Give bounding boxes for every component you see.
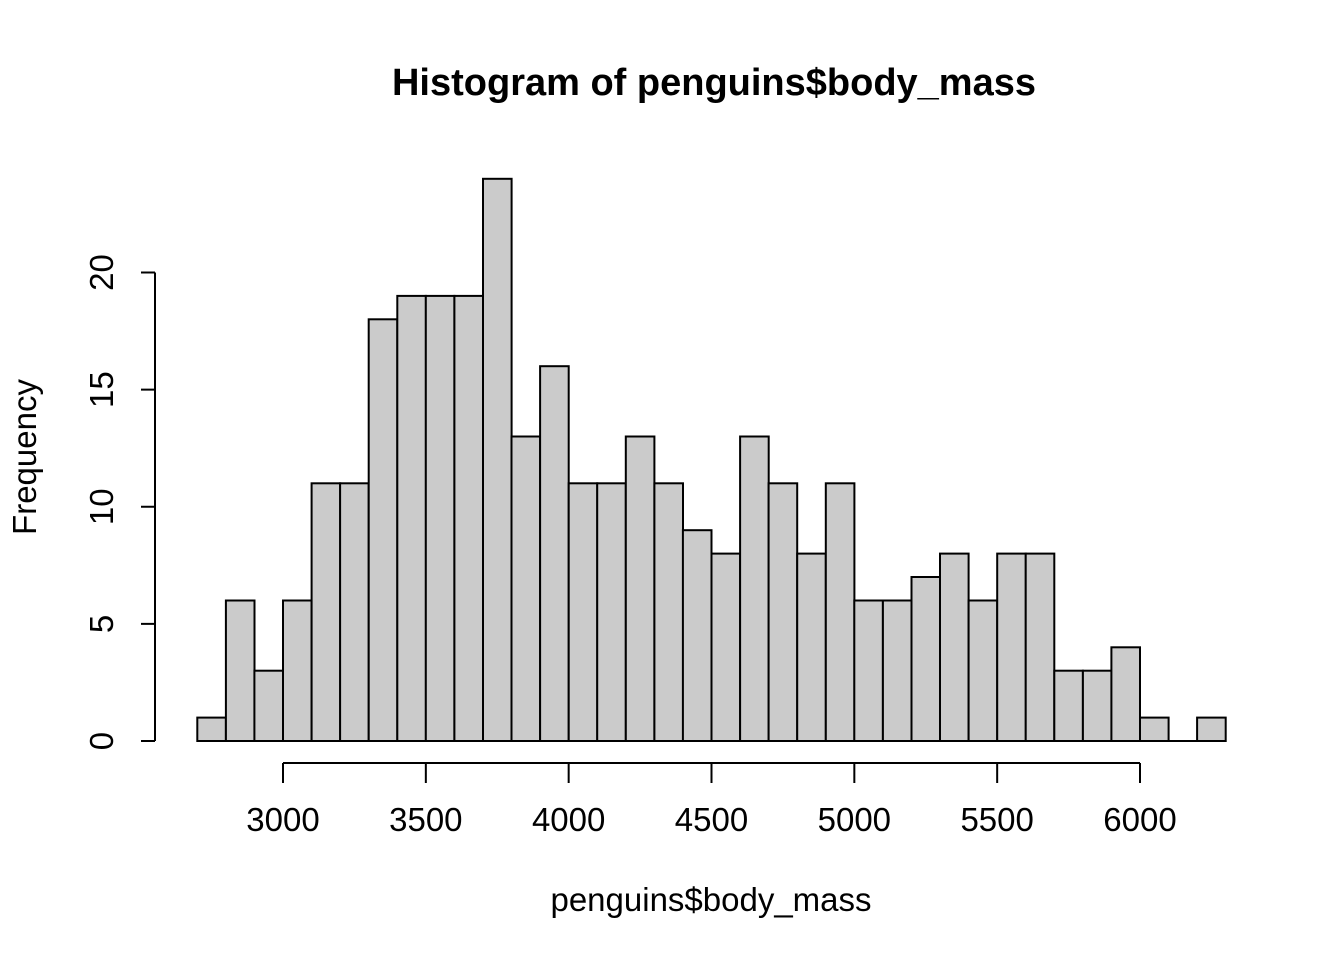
y-axis-label: Frequency [6, 379, 43, 535]
histogram-bar [681, 529, 713, 743]
histogram-bar [967, 599, 999, 742]
histogram-bar [939, 552, 970, 742]
histogram-bar [310, 482, 342, 742]
histogram-bar [910, 576, 942, 742]
histogram-bar [453, 294, 484, 742]
histogram-bar [224, 599, 256, 742]
histogram-bar [1196, 716, 1227, 742]
histogram-bar [881, 599, 913, 742]
chart-title: Histogram of penguins$body_mass [392, 62, 1036, 104]
histogram-bar [596, 482, 627, 742]
histogram-bar [1024, 552, 1056, 742]
x-axis: 3000 3500 4000 4500 5000 5500 6000 [246, 762, 1177, 838]
y-tick-label: 15 [83, 371, 120, 408]
histogram-bar [710, 552, 742, 742]
histogram-bar [1110, 646, 1142, 742]
histogram-bar [824, 482, 856, 742]
histogram-bar [510, 435, 542, 742]
histogram-bar [1053, 669, 1084, 743]
histogram-bar [282, 599, 313, 742]
y-axis: 0 5 10 15 20 [83, 254, 156, 750]
histogram-bar [482, 177, 513, 743]
histogram-bar [567, 482, 599, 742]
x-tick-label: 4000 [532, 801, 605, 838]
histogram-bar [624, 435, 656, 742]
histogram-bar [796, 552, 827, 742]
x-axis-label: penguins$body_mass [550, 881, 871, 918]
histogram-bar [424, 294, 456, 742]
bars-group [196, 177, 1227, 743]
x-tick-label: 6000 [1103, 801, 1176, 838]
x-tick-label: 4500 [675, 801, 748, 838]
y-tick-label: 20 [83, 254, 120, 291]
histogram-bar [653, 482, 685, 742]
histogram-bar [996, 552, 1027, 742]
histogram-bar [367, 318, 399, 742]
histogram-bar [196, 716, 227, 742]
x-tick-label: 5500 [960, 801, 1033, 838]
histogram-bar [1081, 669, 1113, 743]
histogram-bar [539, 365, 570, 742]
y-tick-label: 5 [83, 615, 120, 633]
x-tick-label: 5000 [818, 801, 891, 838]
x-tick-label: 3000 [246, 801, 319, 838]
histogram-bar [739, 435, 770, 742]
y-tick-label: 0 [83, 732, 120, 750]
y-tick-label: 10 [83, 488, 120, 525]
histogram-bar [1139, 716, 1170, 742]
histogram-bar [853, 599, 884, 742]
histogram-bar [253, 669, 284, 743]
x-tick-label: 3500 [389, 801, 462, 838]
histogram-bar [767, 482, 799, 742]
histogram-bar [339, 482, 370, 742]
histogram-bar [396, 294, 427, 742]
